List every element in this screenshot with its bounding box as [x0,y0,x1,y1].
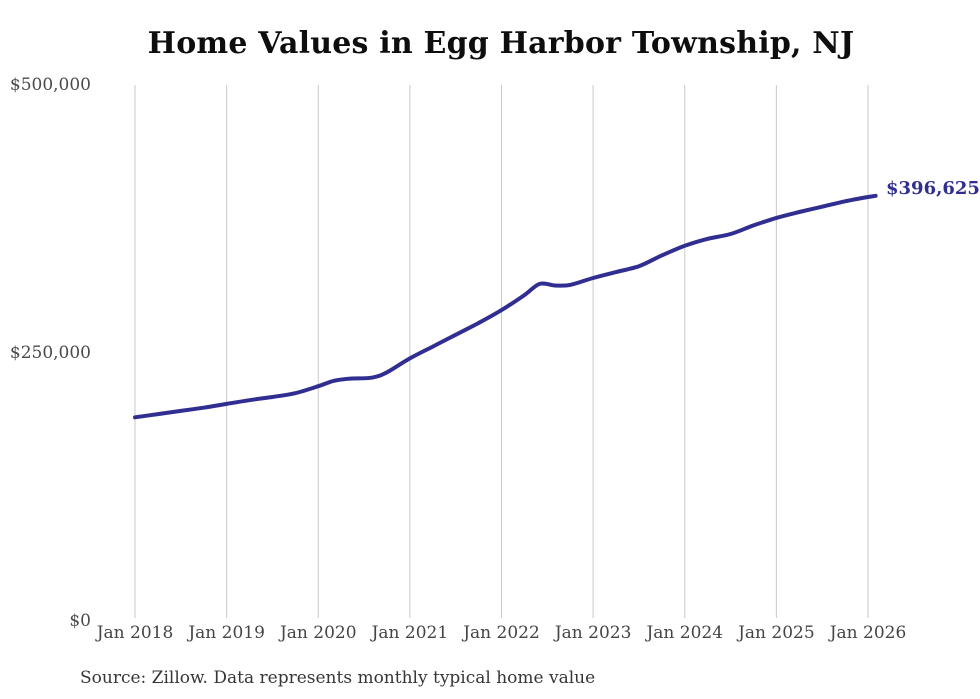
x-axis-tick-label: Jan 2023 [554,623,632,643]
y-axis-tick-label: $500,000 [9,75,91,95]
x-axis-tick-label: Jan 2018 [96,623,174,643]
x-axis-tick-label: Jan 2021 [371,623,449,643]
y-axis-tick-label: $250,000 [9,343,91,363]
chart-title: Home Values in Egg Harbor Township, NJ [147,26,855,61]
x-axis-tick-label: Jan 2025 [738,623,815,643]
gridlines [134,85,869,618]
x-axis-tick-label: Jan 2026 [829,623,907,643]
home-value-line [133,193,878,420]
latest-value-label: $396,625 [886,178,980,199]
x-axis-tick-label: Jan 2019 [188,623,265,643]
x-axis-tick-label: Jan 2024 [646,623,724,643]
x-axis-tick-label: Jan 2022 [463,623,540,643]
source-note: Source: Zillow. Data represents monthly … [80,668,596,688]
x-axis-tick-label: Jan 2020 [279,623,357,643]
y-axis-tick-label: $0 [69,611,91,631]
